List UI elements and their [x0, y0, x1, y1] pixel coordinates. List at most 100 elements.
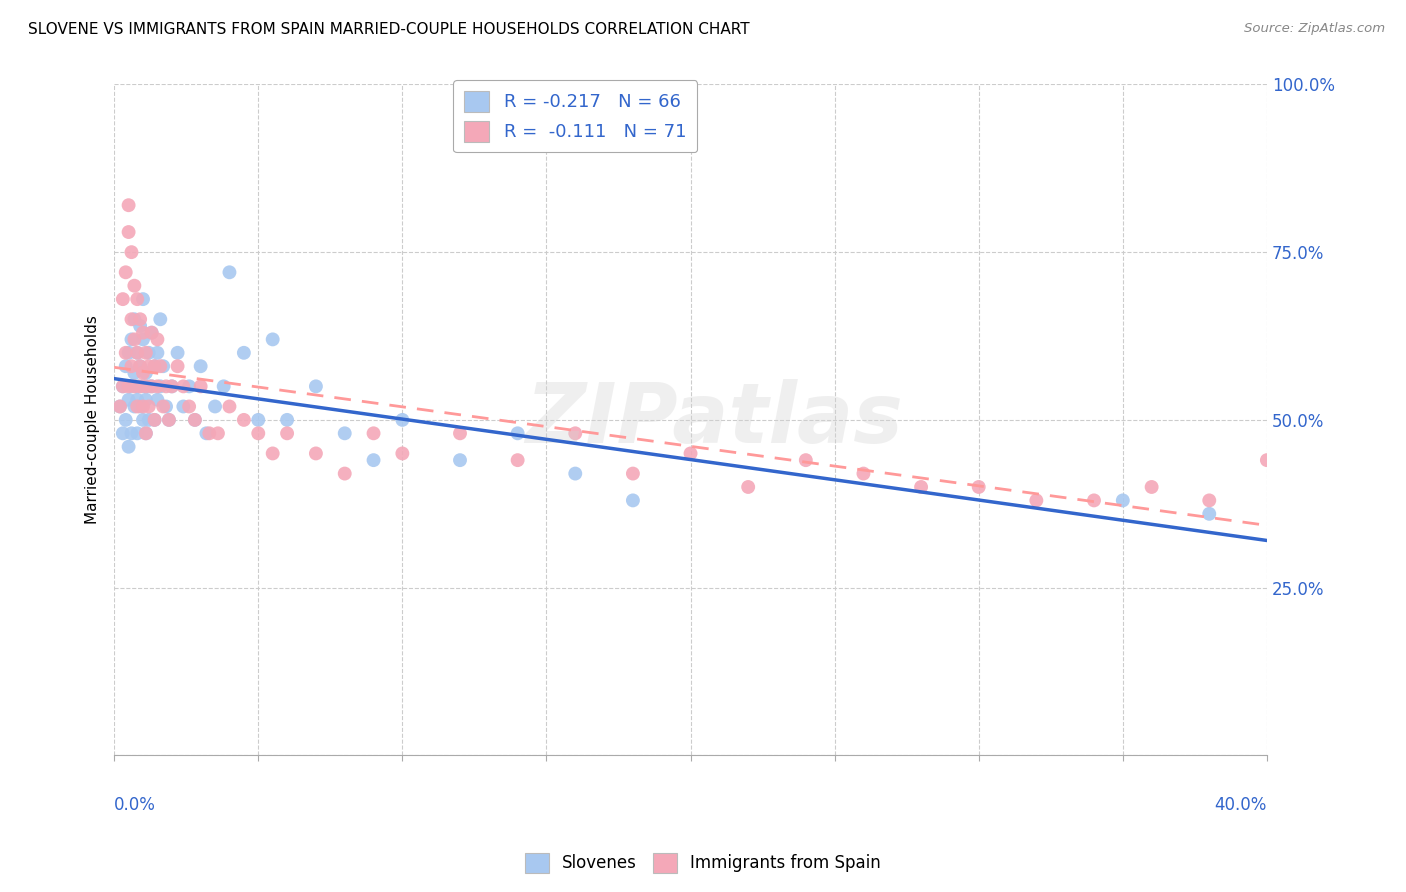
Text: Source: ZipAtlas.com: Source: ZipAtlas.com	[1244, 22, 1385, 36]
Point	[129, 400, 152, 414]
Point	[129, 359, 152, 374]
Point	[146, 346, 169, 360]
Point	[121, 359, 143, 374]
Point	[135, 392, 157, 407]
Point	[195, 426, 218, 441]
Point	[506, 453, 529, 467]
Point	[160, 379, 183, 393]
Point	[204, 400, 226, 414]
Point	[132, 292, 155, 306]
Point	[852, 467, 875, 481]
Point	[127, 346, 149, 360]
Point	[127, 400, 149, 414]
Point	[1025, 493, 1047, 508]
Point	[190, 379, 212, 393]
Point	[121, 332, 143, 346]
Text: 40.0%: 40.0%	[1215, 796, 1267, 814]
Point	[564, 426, 586, 441]
Point	[152, 400, 174, 414]
Point	[166, 346, 188, 360]
Point	[127, 379, 149, 393]
Point	[132, 332, 155, 346]
Point	[127, 392, 149, 407]
Point	[363, 453, 385, 467]
Point	[232, 413, 254, 427]
Point	[1140, 480, 1163, 494]
Point	[141, 379, 163, 393]
Point	[138, 359, 160, 374]
Point	[117, 440, 139, 454]
Point	[146, 379, 169, 393]
Point	[129, 359, 152, 374]
Point	[108, 400, 131, 414]
Point	[132, 400, 155, 414]
Point	[155, 379, 177, 393]
Point	[129, 318, 152, 333]
Point	[132, 413, 155, 427]
Point	[132, 379, 155, 393]
Point	[179, 400, 201, 414]
Point	[127, 346, 149, 360]
Text: SLOVENE VS IMMIGRANTS FROM SPAIN MARRIED-COUPLE HOUSEHOLDS CORRELATION CHART: SLOVENE VS IMMIGRANTS FROM SPAIN MARRIED…	[28, 22, 749, 37]
Point	[149, 359, 172, 374]
Point	[232, 346, 254, 360]
Legend: R = -0.217   N = 66, R =  -0.111   N = 71: R = -0.217 N = 66, R = -0.111 N = 71	[453, 80, 697, 153]
Point	[111, 292, 134, 306]
Point	[111, 379, 134, 393]
Point	[262, 332, 284, 346]
Point	[117, 198, 139, 212]
Point	[1112, 493, 1135, 508]
Point	[506, 426, 529, 441]
Point	[333, 467, 356, 481]
Text: ZIPatlas: ZIPatlas	[524, 379, 903, 460]
Point	[149, 379, 172, 393]
Point	[146, 332, 169, 346]
Point	[135, 366, 157, 380]
Point	[621, 493, 644, 508]
Point	[449, 453, 471, 467]
Point	[117, 346, 139, 360]
Point	[141, 326, 163, 340]
Point	[138, 413, 160, 427]
Point	[138, 346, 160, 360]
Point	[1313, 480, 1336, 494]
Point	[152, 359, 174, 374]
Point	[143, 413, 166, 427]
Point	[179, 379, 201, 393]
Point	[190, 359, 212, 374]
Point	[247, 413, 270, 427]
Point	[1198, 493, 1220, 508]
Point	[679, 446, 702, 460]
Point	[121, 379, 143, 393]
Point	[172, 379, 194, 393]
Point	[129, 379, 152, 393]
Point	[184, 413, 207, 427]
Point	[212, 379, 235, 393]
Point	[121, 245, 143, 260]
Point	[276, 426, 298, 441]
Point	[391, 446, 413, 460]
Point	[124, 278, 146, 293]
Point	[333, 426, 356, 441]
Point	[305, 446, 328, 460]
Point	[218, 400, 240, 414]
Point	[132, 366, 155, 380]
Point	[1198, 507, 1220, 521]
Point	[124, 312, 146, 326]
Point	[160, 379, 183, 393]
Point	[143, 413, 166, 427]
Point	[117, 379, 139, 393]
Point	[138, 400, 160, 414]
Point	[1083, 493, 1105, 508]
Point	[127, 426, 149, 441]
Point	[129, 312, 152, 326]
Point	[391, 413, 413, 427]
Point	[127, 292, 149, 306]
Point	[117, 392, 139, 407]
Point	[143, 359, 166, 374]
Point	[1256, 453, 1278, 467]
Point	[564, 467, 586, 481]
Point	[146, 392, 169, 407]
Point	[967, 480, 990, 494]
Point	[114, 346, 136, 360]
